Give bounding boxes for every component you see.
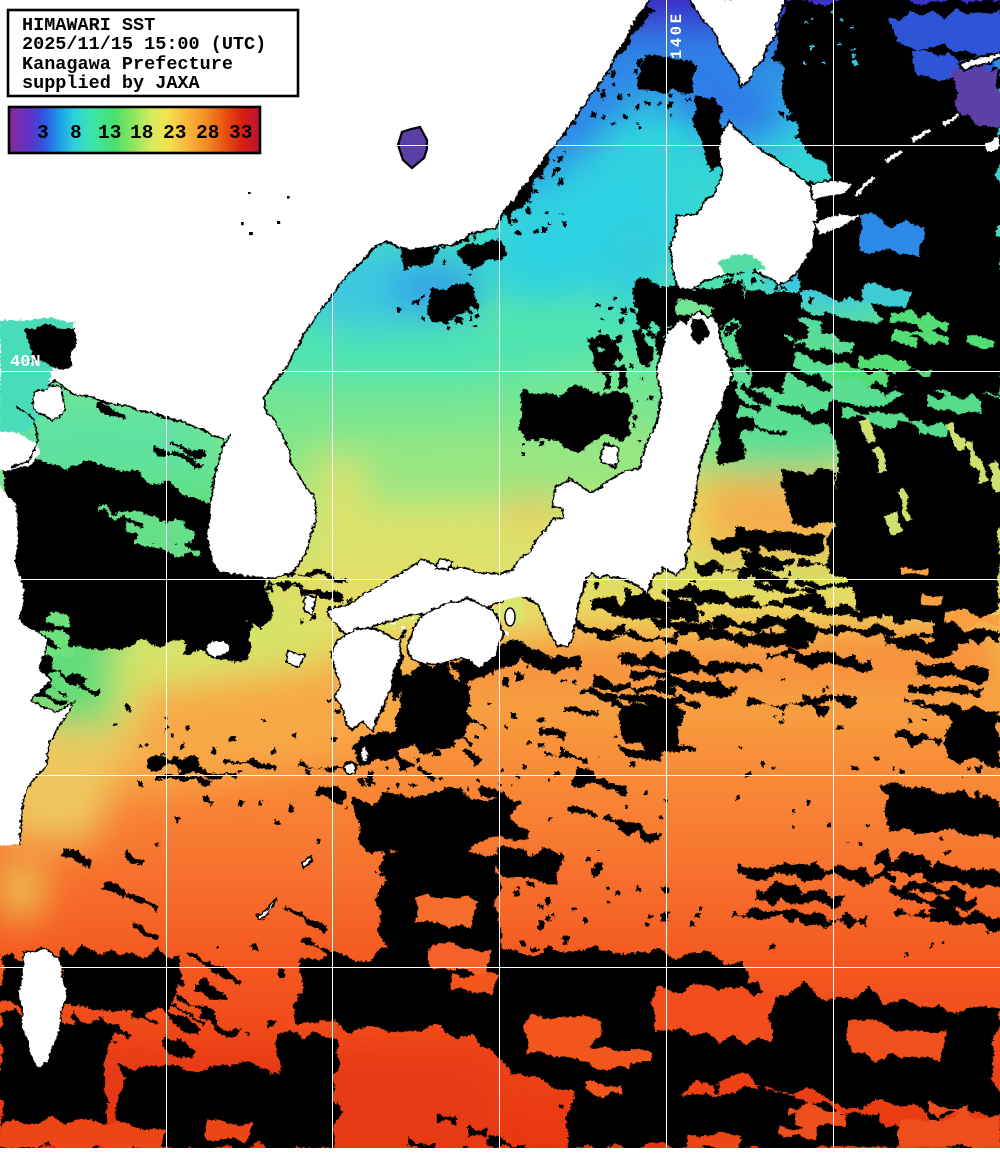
svg-text:8: 8 [70, 122, 82, 144]
svg-text:supplied by JAXA: supplied by JAXA [22, 73, 201, 94]
svg-text:Kanagawa Prefecture: Kanagawa Prefecture [22, 54, 233, 75]
svg-text:18: 18 [130, 122, 153, 144]
svg-text:13: 13 [98, 122, 121, 144]
svg-text:2025/11/15 15:00 (UTC): 2025/11/15 15:00 (UTC) [22, 34, 266, 55]
svg-text:HIMAWARI SST: HIMAWARI SST [22, 15, 155, 36]
svg-text:23: 23 [163, 122, 186, 144]
svg-text:40N: 40N [10, 353, 41, 372]
svg-text:140E: 140E [668, 11, 686, 59]
svg-text:28: 28 [196, 122, 219, 144]
svg-text:3: 3 [37, 122, 49, 144]
svg-text:33: 33 [229, 122, 252, 144]
